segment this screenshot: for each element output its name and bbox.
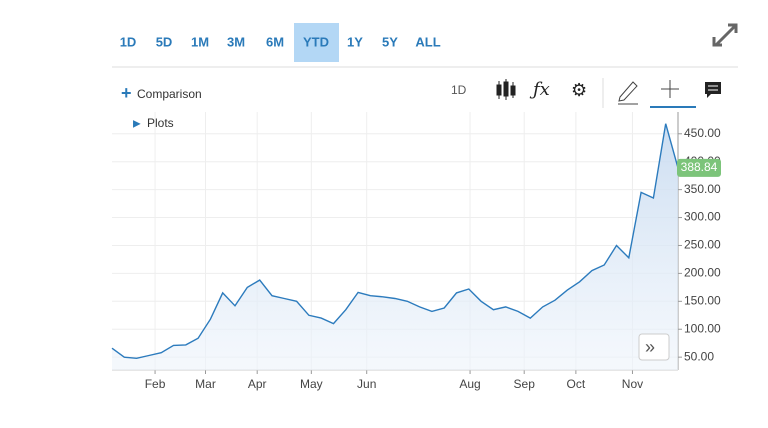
range-button[interactable]: 6M [266, 34, 284, 49]
y-tick-label: 250.00 [684, 238, 721, 252]
active-range-bg [294, 23, 339, 62]
range-button[interactable]: ALL [415, 34, 440, 49]
x-tick-label: Mar [195, 377, 216, 391]
x-tick-label: Apr [248, 377, 267, 391]
range-button[interactable]: 3M [227, 34, 245, 49]
y-tick-label: 150.00 [684, 293, 721, 307]
expand-icon[interactable] [712, 23, 738, 47]
y-tick-label: 200.00 [684, 266, 721, 280]
interval-button[interactable]: 1D [451, 83, 467, 97]
settings-icon[interactable]: ⚙ [571, 80, 587, 100]
comparison-button[interactable]: Comparison [137, 87, 202, 101]
y-tick-label: 350.00 [684, 182, 721, 196]
x-tick-label: Nov [622, 377, 643, 391]
area [112, 123, 678, 370]
x-tick-label: Sep [514, 377, 536, 391]
range-button[interactable]: 5D [156, 34, 173, 49]
function-icon[interactable]: ƒx [529, 79, 550, 100]
last-price-badge [677, 158, 721, 177]
y-tick-label: 100.00 [684, 321, 721, 335]
range-button[interactable]: 5Y [382, 34, 398, 49]
x-tick-label: May [300, 377, 323, 391]
x-tick-label: Aug [459, 377, 480, 391]
x-tick-label: Jun [357, 377, 376, 391]
last-price-label: 388.84 [681, 160, 718, 174]
plots-button[interactable]: Plots [147, 116, 174, 130]
price-line [111, 123, 679, 360]
range-button[interactable]: 1Y [347, 34, 363, 49]
x-tick-label: Feb [145, 377, 166, 391]
range-button[interactable]: 1D [120, 34, 137, 49]
y-tick-label: 450.00 [684, 126, 721, 140]
scroll-icon[interactable]: » [645, 337, 655, 357]
y-tick-label: 300.00 [684, 210, 721, 224]
x-tick-label: Oct [567, 377, 586, 391]
range-button[interactable]: 1M [191, 34, 209, 49]
plus-icon[interactable]: + [121, 83, 132, 103]
y-tick-label: 50.00 [684, 349, 714, 363]
range-button[interactable]: YTD [303, 34, 329, 49]
candle-icon[interactable] [496, 79, 516, 100]
plots-arrow[interactable]: ▶ [133, 119, 141, 130]
scroll-button[interactable] [638, 333, 670, 361]
draw-icon[interactable] [618, 81, 638, 105]
crosshair-icon[interactable] [661, 80, 679, 98]
